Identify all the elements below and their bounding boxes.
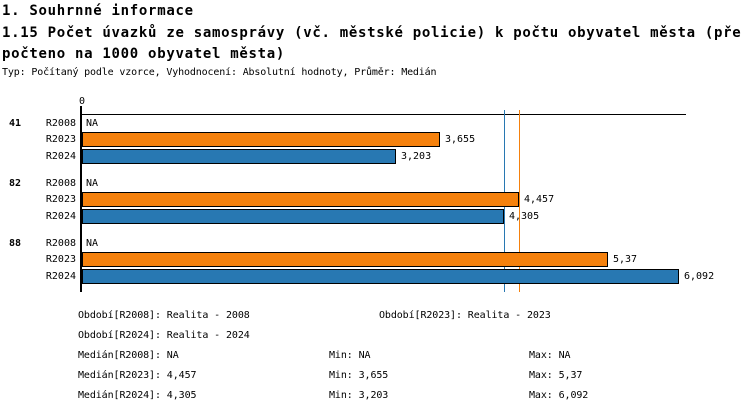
chart-bar-r2024 — [82, 269, 679, 284]
chart-value-label: 3,655 — [445, 134, 476, 145]
legend-median-r2008: Medián[R2008]: NA — [78, 350, 179, 361]
chart-bar-r2024 — [82, 149, 396, 164]
y-axis-line — [80, 106, 82, 292]
chart-na-label: NA — [86, 238, 99, 249]
legend-max-r2023: Max: 5,37 — [529, 370, 583, 381]
legend-period-r2023: Období[R2023]: Realita - 2023 — [379, 310, 551, 321]
legend-period-r2024: Období[R2024]: Realita - 2024 — [78, 330, 250, 341]
chart-value-label: 3,203 — [401, 151, 432, 162]
indicator-title-line2: počteno na 1000 obyvatel města) — [2, 46, 285, 62]
chart-group-label: 41 — [9, 118, 22, 129]
chart-group-label: 88 — [9, 238, 22, 249]
chart-na-label: NA — [86, 118, 99, 129]
chart-bar-r2023 — [82, 192, 519, 207]
indicator-meta-line: Typ: Počítaný podle vzorce, Vyhodnocení:… — [2, 67, 437, 78]
chart-value-label: 6,092 — [684, 271, 715, 282]
chart-row-label: R2023 — [45, 134, 76, 145]
chart-value-label: 5,37 — [613, 254, 638, 265]
legend-min-r2024: Min: 3,203 — [329, 390, 389, 401]
chart-row-label: R2024 — [45, 211, 76, 222]
median-line-r2023 — [519, 110, 520, 292]
chart-row-label: R2024 — [45, 271, 76, 282]
chart-row-label: R2023 — [45, 194, 76, 205]
legend-max-r2024: Max: 6,092 — [529, 390, 589, 401]
chart-na-label: NA — [86, 178, 99, 189]
chart-value-label: 4,305 — [509, 211, 540, 222]
chart-bar-r2023 — [82, 252, 608, 267]
chart-row-label: R2024 — [45, 151, 76, 162]
legend-median-r2023: Medián[R2023]: 4,457 — [78, 370, 197, 381]
chart-value-label: 4,457 — [524, 194, 555, 205]
chart-row-label: R2023 — [45, 254, 76, 265]
chart-bar-r2024 — [82, 209, 504, 224]
chart-row-label: R2008 — [45, 178, 76, 189]
chart-row-label: R2008 — [45, 238, 76, 249]
legend-period-r2008: Období[R2008]: Realita - 2008 — [78, 310, 250, 321]
legend-median-r2024: Medián[R2024]: 4,305 — [78, 390, 197, 401]
chart-row-label: R2008 — [45, 118, 76, 129]
legend-min-r2008: Min: NA — [329, 350, 371, 361]
x-axis-top-line — [82, 114, 686, 115]
chart-group-label: 82 — [9, 178, 22, 189]
legend-max-r2008: Max: NA — [529, 350, 571, 361]
x-axis-origin-label: 0 — [78, 96, 86, 107]
section-title: 1. Souhrnné informace — [2, 3, 194, 19]
chart-bar-r2023 — [82, 132, 440, 147]
legend-min-r2023: Min: 3,655 — [329, 370, 389, 381]
indicator-title-line1: 1.15 Počet úvazků ze samosprávy (vč. měs… — [2, 25, 742, 41]
